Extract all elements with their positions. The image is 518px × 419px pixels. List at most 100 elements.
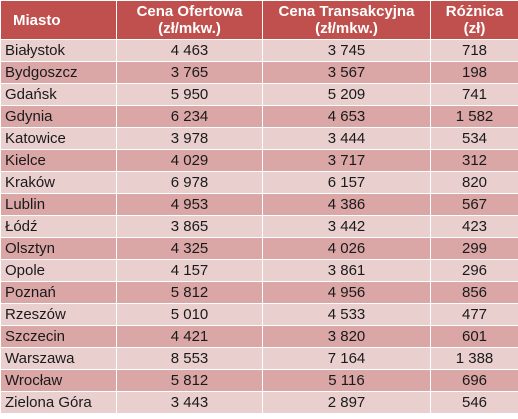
cell-difference: 601 xyxy=(430,325,518,348)
cell-city: Opole xyxy=(0,259,117,282)
header-row: Miasto Cena Ofertowa (zł/mkw.) Cena Trans… xyxy=(0,0,518,40)
cell-offer-price: 4 421 xyxy=(116,325,263,348)
cell-transaction-price: 3 745 xyxy=(262,39,431,62)
cell-city: Białystok xyxy=(0,39,117,62)
cell-transaction-price: 2 897 xyxy=(262,391,431,414)
cell-city: Wrocław xyxy=(0,369,117,392)
header-offer-price-unit: (zł/mkw.) xyxy=(158,20,221,37)
cell-difference: 546 xyxy=(430,391,518,414)
cell-offer-price: 8 553 xyxy=(116,347,263,370)
cell-transaction-price: 4 533 xyxy=(262,303,431,326)
cell-offer-price: 5 812 xyxy=(116,369,263,392)
table-row: Łódź 3 865 3 442 423 xyxy=(0,215,518,238)
cell-transaction-price: 4 956 xyxy=(262,281,431,304)
table-row: Warszawa 8 553 7 164 1 388 xyxy=(0,347,518,370)
cell-difference: 856 xyxy=(430,281,518,304)
cell-difference: 567 xyxy=(430,193,518,216)
cell-transaction-price: 5 209 xyxy=(262,83,431,106)
table-row: Gdańsk 5 950 5 209 741 xyxy=(0,83,518,106)
cell-transaction-price: 3 442 xyxy=(262,215,431,238)
cell-difference: 477 xyxy=(430,303,518,326)
cell-transaction-price: 5 116 xyxy=(262,369,431,392)
cell-difference: 718 xyxy=(430,39,518,62)
cell-transaction-price: 4 026 xyxy=(262,237,431,260)
table-row: Kraków 6 978 6 157 820 xyxy=(0,171,518,194)
table-body: Białystok 4 463 3 745 718 Bydgoszcz 3 765 3 56… xyxy=(0,39,518,414)
cell-city: Bydgoszcz xyxy=(0,61,117,84)
cell-city: Lublin xyxy=(0,193,117,216)
cell-offer-price: 4 325 xyxy=(116,237,263,260)
header-transaction-price: Cena Transakcyjna (zł/mkw.) xyxy=(262,0,431,40)
cell-difference: 312 xyxy=(430,149,518,172)
cell-difference: 423 xyxy=(430,215,518,238)
cell-city: Kielce xyxy=(0,149,117,172)
table-row: Szczecin 4 421 3 820 601 xyxy=(0,325,518,348)
cell-transaction-price: 4 653 xyxy=(262,105,431,128)
cell-city: Gdańsk xyxy=(0,83,117,106)
cell-city: Rzeszów xyxy=(0,303,117,326)
cell-difference: 198 xyxy=(430,61,518,84)
header-transaction-price-label: Cena Transakcyjna xyxy=(278,3,415,20)
cell-city: Szczecin xyxy=(0,325,117,348)
cell-offer-price: 6 978 xyxy=(116,171,263,194)
cell-city: Gdynia xyxy=(0,105,117,128)
cell-city: Olsztyn xyxy=(0,237,117,260)
cell-transaction-price: 3 717 xyxy=(262,149,431,172)
header-difference-label: Różnica xyxy=(445,3,504,20)
cell-difference: 299 xyxy=(430,237,518,260)
cell-transaction-price: 3 567 xyxy=(262,61,431,84)
cell-difference: 534 xyxy=(430,127,518,150)
cell-city: Poznań xyxy=(0,281,117,304)
cell-transaction-price: 3 861 xyxy=(262,259,431,282)
cell-city: Łódź xyxy=(0,215,117,238)
cell-offer-price: 3 865 xyxy=(116,215,263,238)
cell-difference: 696 xyxy=(430,369,518,392)
cell-city: Kraków xyxy=(0,171,117,194)
table-row: Białystok 4 463 3 745 718 xyxy=(0,39,518,62)
cell-difference: 296 xyxy=(430,259,518,282)
cell-offer-price: 3 443 xyxy=(116,391,263,414)
cell-difference: 1 582 xyxy=(430,105,518,128)
header-city-label: Miasto xyxy=(13,11,61,29)
cell-offer-price: 5 950 xyxy=(116,83,263,106)
cell-transaction-price: 3 444 xyxy=(262,127,431,150)
table-row: Gdynia 6 234 4 653 1 582 xyxy=(0,105,518,128)
table-header: Miasto Cena Ofertowa (zł/mkw.) Cena Trans… xyxy=(0,0,518,40)
table-row: Zielona Góra 3 443 2 897 546 xyxy=(0,391,518,414)
cell-difference: 1 388 xyxy=(430,347,518,370)
cell-offer-price: 3 765 xyxy=(116,61,263,84)
cell-city: Katowice xyxy=(0,127,117,150)
cell-transaction-price: 4 386 xyxy=(262,193,431,216)
header-difference-unit: (zł) xyxy=(463,20,486,37)
cell-offer-price: 5 812 xyxy=(116,281,263,304)
cell-offer-price: 5 010 xyxy=(116,303,263,326)
table-row: Katowice 3 978 3 444 534 xyxy=(0,127,518,150)
cell-offer-price: 3 978 xyxy=(116,127,263,150)
cell-city: Zielona Góra xyxy=(0,391,117,414)
cell-offer-price: 4 953 xyxy=(116,193,263,216)
cell-difference: 820 xyxy=(430,171,518,194)
cell-transaction-price: 3 820 xyxy=(262,325,431,348)
table-row: Kielce 4 029 3 717 312 xyxy=(0,149,518,172)
table-row: Lublin 4 953 4 386 567 xyxy=(0,193,518,216)
cell-offer-price: 6 234 xyxy=(116,105,263,128)
table-row: Opole 4 157 3 861 296 xyxy=(0,259,518,282)
table-row: Olsztyn 4 325 4 026 299 xyxy=(0,237,518,260)
header-offer-price-label: Cena Ofertowa xyxy=(136,3,243,20)
table-row: Bydgoszcz 3 765 3 567 198 xyxy=(0,61,518,84)
cell-transaction-price: 6 157 xyxy=(262,171,431,194)
header-city: Miasto xyxy=(0,0,117,40)
cell-transaction-price: 7 164 xyxy=(262,347,431,370)
header-difference: Różnica (zł) xyxy=(430,0,518,40)
table-row: Poznań 5 812 4 956 856 xyxy=(0,281,518,304)
cell-difference: 741 xyxy=(430,83,518,106)
header-offer-price: Cena Ofertowa (zł/mkw.) xyxy=(116,0,263,40)
cell-offer-price: 4 029 xyxy=(116,149,263,172)
table-row: Wrocław 5 812 5 116 696 xyxy=(0,369,518,392)
cell-offer-price: 4 463 xyxy=(116,39,263,62)
cell-city: Warszawa xyxy=(0,347,117,370)
cell-offer-price: 4 157 xyxy=(116,259,263,282)
header-transaction-price-unit: (zł/mkw.) xyxy=(315,20,378,37)
